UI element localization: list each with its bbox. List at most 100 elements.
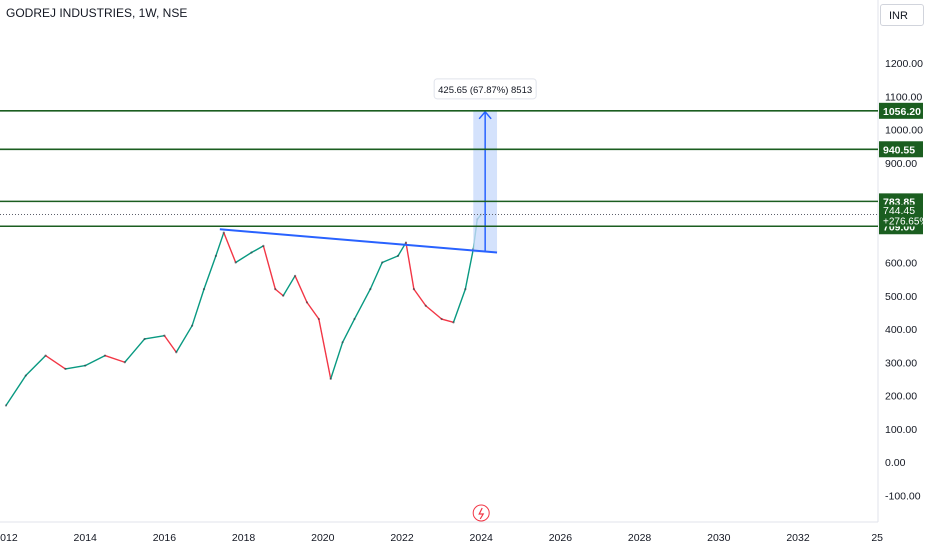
price-segment: [124, 338, 146, 363]
price-point: [452, 321, 455, 324]
price-segment: [203, 255, 217, 290]
price-segment: [441, 318, 454, 324]
price-point: [44, 354, 47, 357]
price-point: [353, 317, 356, 321]
y-tick-label: 1200.00: [885, 58, 923, 70]
currency-button[interactable]: INR: [880, 4, 924, 26]
price-point: [163, 334, 166, 337]
y-tick-label: 1000.00: [885, 125, 923, 137]
measure-label-box: [433, 78, 537, 100]
y-tick-label: 100.00: [885, 424, 917, 436]
price-segment: [369, 262, 383, 290]
price-point: [369, 288, 372, 291]
price-segment: [318, 318, 332, 380]
x-tick-label: 2022: [390, 532, 414, 544]
price-point: [103, 354, 107, 357]
price-point: [341, 341, 344, 344]
price-point: [262, 244, 265, 247]
price-point: [64, 367, 67, 370]
price-point: [4, 404, 8, 407]
last-price-change: +276.65%: [883, 216, 928, 227]
price-level-tag: [879, 102, 923, 119]
y-tick-label: 200.00: [885, 391, 917, 403]
price-segment: [353, 288, 371, 320]
price-segment: [294, 275, 308, 303]
price-point: [329, 377, 332, 380]
price-point: [305, 301, 309, 304]
last-price-value: 744.45: [883, 205, 915, 217]
price-segment: [464, 249, 474, 290]
y-tick-label: 400.00: [885, 324, 917, 336]
price-point: [234, 261, 237, 264]
y-tick-label: 1100.00: [885, 91, 922, 103]
price-point: [143, 337, 146, 341]
measure-label: 425.65 (67.87%) 8513: [438, 85, 532, 96]
price-point: [317, 317, 320, 321]
price-segment: [163, 335, 177, 353]
x-tick-label: 2028: [628, 532, 652, 544]
price-level-label: 940.55: [883, 144, 915, 156]
price-point: [293, 274, 297, 277]
y-tick-label: 300.00: [885, 357, 917, 369]
price-segment: [45, 355, 66, 370]
price-point: [381, 261, 384, 264]
price-level-label: 1056.20: [883, 106, 921, 118]
last-price-tag: [879, 204, 923, 227]
price-segment: [175, 325, 193, 353]
time-axis[interactable]: 2012 2014 2016 2018 2020 2022 2024 2026 2028 2030…: [0, 521, 883, 544]
x-tick-label: 2018: [232, 532, 256, 544]
price-point: [191, 324, 194, 327]
price-point: [274, 288, 277, 291]
drawings-layer: 425.65 (67.87%) 8513: [0, 78, 878, 522]
price-level-tag: [879, 141, 923, 158]
x-tick-label: 2012: [0, 532, 18, 544]
price-point: [396, 254, 400, 257]
price-segment: [84, 354, 106, 367]
price-point: [404, 241, 408, 244]
price-segment: [223, 232, 237, 263]
x-tick-label: 2020: [311, 532, 335, 544]
price-segment: [413, 288, 427, 307]
price-point: [84, 364, 87, 367]
price-point: [412, 288, 415, 291]
price-segment: [341, 318, 356, 343]
x-tick-label: 2026: [549, 532, 573, 544]
price-segment: [381, 255, 399, 264]
price-segment: [262, 245, 276, 290]
trendline[interactable]: [219, 228, 498, 254]
x-tick-label: 25: [871, 532, 883, 544]
plot-area: [4, 213, 483, 407]
lightning-icon: [478, 507, 485, 520]
price-segment: [330, 342, 344, 380]
price-segment: [144, 334, 165, 340]
price-segment: [306, 301, 320, 320]
price-segment: [425, 305, 443, 320]
measure-arrowhead: [478, 110, 492, 120]
x-tick-label: 2032: [786, 532, 810, 544]
x-tick-label: 2024: [470, 532, 494, 544]
price-segment: [235, 251, 252, 264]
price-segment: [25, 355, 47, 377]
price-segment: [215, 232, 225, 257]
x-tick-label: 2014: [74, 532, 98, 544]
price-segment: [65, 364, 86, 370]
price-point: [440, 317, 443, 321]
price-point: [202, 288, 206, 291]
x-tick-label: 2030: [707, 532, 731, 544]
price-point: [24, 374, 27, 377]
price-segment: [251, 245, 264, 254]
y-tick-label: 600.00: [885, 258, 917, 270]
event-marker-icon[interactable]: [472, 504, 490, 522]
price-axis[interactable]: 1200.00 1100.00 1000.00 900.00 600.00 500.00 4…: [877, 0, 928, 522]
price-segment: [405, 242, 415, 290]
price-segment: [5, 375, 27, 406]
price-segment: [282, 275, 296, 297]
price-point: [214, 254, 217, 257]
x-tick-label: 2016: [153, 532, 177, 544]
price-segment: [191, 288, 205, 326]
y-tick-label: -100.00: [885, 490, 921, 502]
symbol-title[interactable]: GODREJ INDUSTRIES, 1W, NSE: [6, 6, 188, 20]
price-point: [464, 288, 467, 291]
